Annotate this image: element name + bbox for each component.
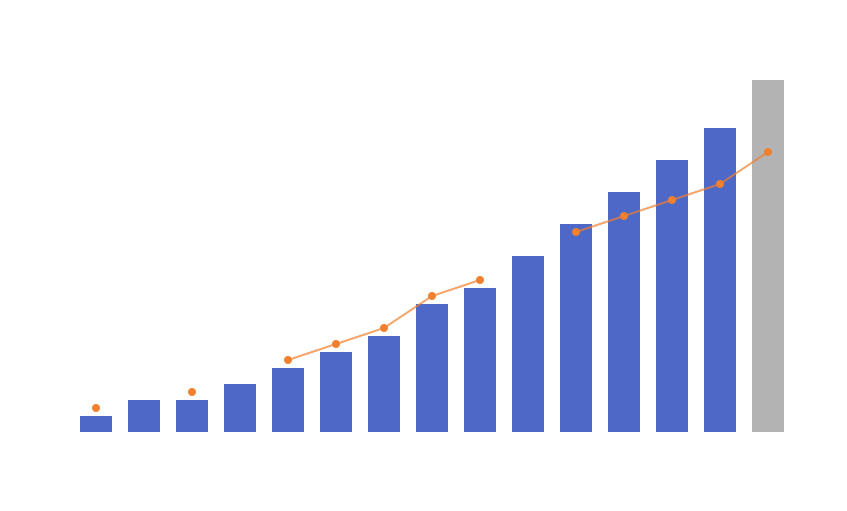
bar xyxy=(80,416,112,432)
bar xyxy=(416,304,448,432)
line-point xyxy=(716,180,724,188)
line-point xyxy=(92,404,100,412)
line-point xyxy=(428,292,436,300)
bar xyxy=(656,160,688,432)
line-point xyxy=(188,388,196,396)
bar xyxy=(320,352,352,432)
bar xyxy=(272,368,304,432)
line-point xyxy=(380,324,388,332)
line-point xyxy=(284,356,292,364)
bar xyxy=(464,288,496,432)
line-point xyxy=(332,340,340,348)
line-point xyxy=(764,148,772,156)
line-point xyxy=(476,276,484,284)
bar xyxy=(512,256,544,432)
bar xyxy=(224,384,256,432)
bar xyxy=(704,128,736,432)
line-point xyxy=(668,196,676,204)
bar xyxy=(128,400,160,432)
line-point xyxy=(620,212,628,220)
bar xyxy=(608,192,640,432)
line-point xyxy=(572,228,580,236)
bar xyxy=(176,400,208,432)
bar xyxy=(752,80,784,432)
bar xyxy=(560,224,592,432)
bar xyxy=(368,336,400,432)
